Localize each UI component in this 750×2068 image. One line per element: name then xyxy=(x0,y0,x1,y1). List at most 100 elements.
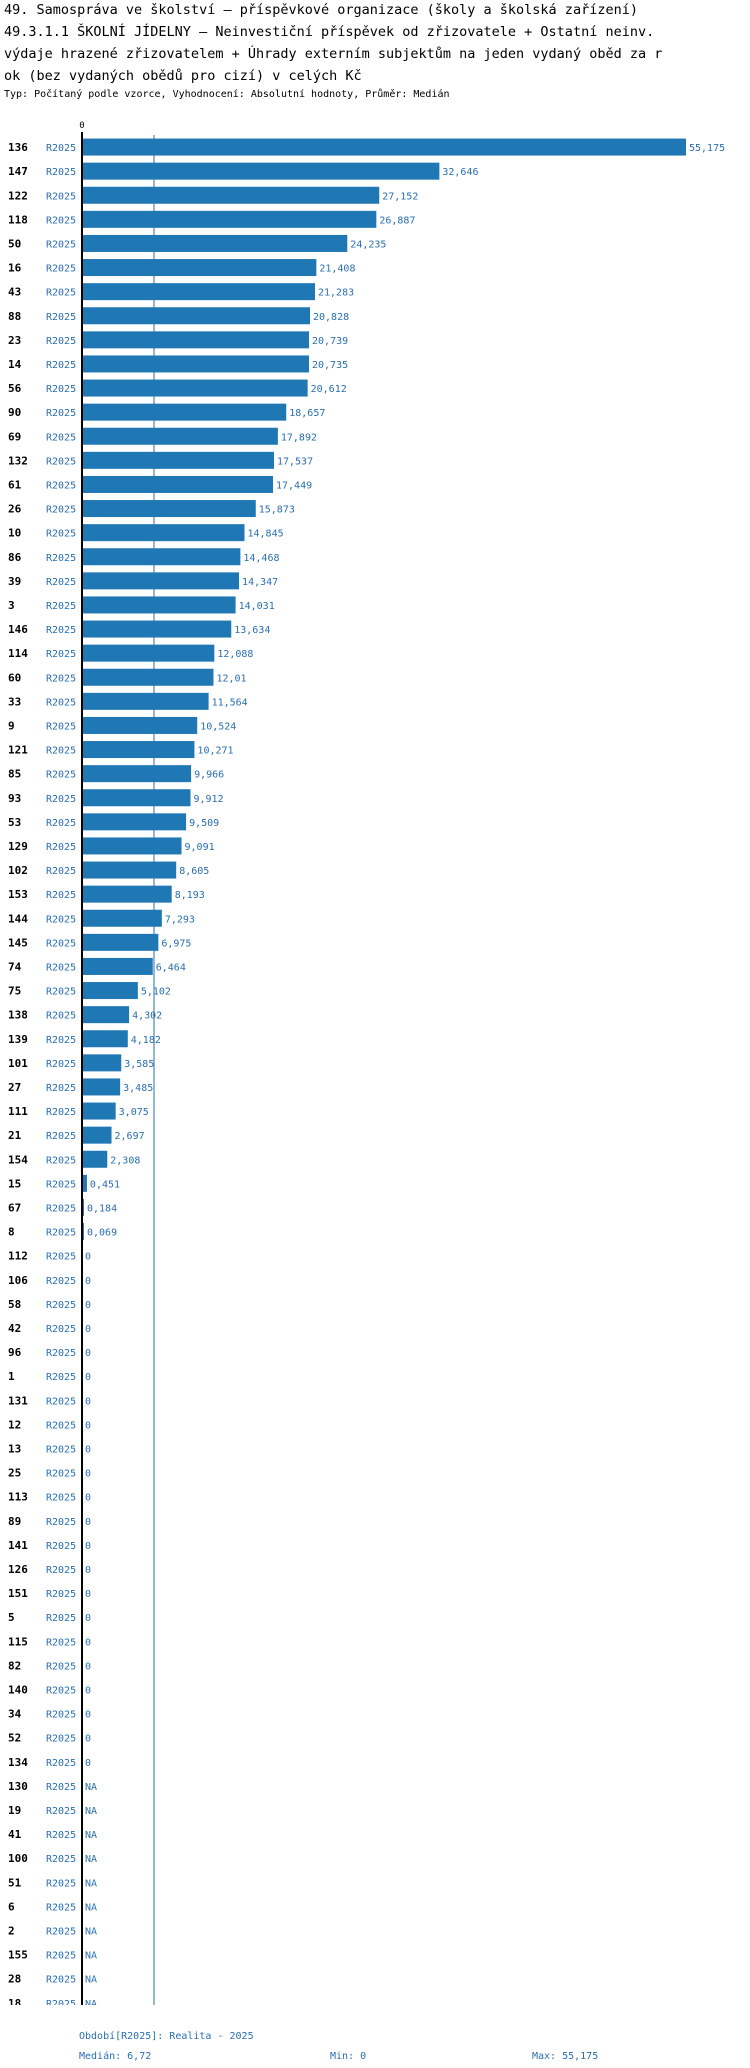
bar-value-label: 0 xyxy=(85,1372,91,1383)
bar xyxy=(82,982,138,1000)
row-id-label: 146 xyxy=(8,623,28,636)
bar-value-label: NA xyxy=(85,1999,97,2005)
bar-value-label: NA xyxy=(85,1926,97,1937)
row-series-label: R2025 xyxy=(46,1830,76,1841)
bar xyxy=(82,138,686,156)
chart-subtitle: Typ: Počítaný podle vzorce, Vyhodnocení:… xyxy=(4,89,450,100)
bar-value-label: 3,485 xyxy=(123,1083,153,1094)
row-id-label: 145 xyxy=(8,936,28,949)
row-series-label: R2025 xyxy=(46,1541,76,1552)
row-series-label: R2025 xyxy=(46,770,76,781)
row-series-label: R2025 xyxy=(46,890,76,901)
row-id-label: 139 xyxy=(8,1033,28,1046)
row-series-label: R2025 xyxy=(46,1661,76,1672)
row-id-label: 13 xyxy=(8,1442,21,1455)
row-id-label: 1 xyxy=(8,1370,15,1383)
bar-value-label: 20,735 xyxy=(312,360,348,371)
bar-value-label: 0 xyxy=(85,1734,91,1745)
bar xyxy=(82,331,310,349)
bar-value-label: 0 xyxy=(85,1324,91,1335)
row-id-label: 41 xyxy=(8,1828,22,1841)
row-series-label: R2025 xyxy=(46,1637,76,1648)
bar xyxy=(82,548,241,566)
bar-value-label: 4,182 xyxy=(131,1035,161,1046)
bar-value-label: 12,01 xyxy=(216,673,246,684)
row-id-label: 141 xyxy=(8,1539,28,1552)
bar xyxy=(82,885,172,903)
row-series-label: R2025 xyxy=(46,577,76,588)
row-series-label: R2025 xyxy=(46,842,76,853)
row-id-label: 39 xyxy=(8,575,21,588)
bar-value-label: 17,537 xyxy=(277,456,313,467)
row-id-label: 56 xyxy=(8,382,22,395)
row-id-label: 100 xyxy=(8,1852,28,1865)
row-series-label: R2025 xyxy=(46,264,76,275)
row-series-label: R2025 xyxy=(46,987,76,998)
row-series-label: R2025 xyxy=(46,529,76,540)
row-id-label: 19 xyxy=(8,1804,21,1817)
bar xyxy=(82,716,198,734)
bar xyxy=(82,451,274,469)
chart-title-line-4: ok (bez vydaných obědů pro cizí) v celýc… xyxy=(4,68,362,84)
row-id-label: 42 xyxy=(8,1322,21,1335)
row-series-label: R2025 xyxy=(46,480,76,491)
row-id-label: 43 xyxy=(8,286,21,299)
row-id-label: 74 xyxy=(8,960,22,973)
row-series-label: R2025 xyxy=(46,1493,76,1504)
row-series-label: R2025 xyxy=(46,1228,76,1239)
row-id-label: 33 xyxy=(8,695,21,708)
bar-value-label: NA xyxy=(85,1854,97,1865)
row-series-label: R2025 xyxy=(46,962,76,973)
bar xyxy=(82,1006,130,1024)
bar-value-label: 10,271 xyxy=(197,746,233,757)
row-id-label: 5 xyxy=(8,1611,15,1624)
row-id-label: 15 xyxy=(8,1177,21,1190)
bar-value-label: 20,739 xyxy=(312,336,348,347)
bar xyxy=(82,572,240,590)
bar xyxy=(82,861,177,879)
bar-value-label: 14,468 xyxy=(243,553,279,564)
bar-value-label: 12,088 xyxy=(217,649,253,660)
bar xyxy=(82,1198,85,1216)
bar-value-label: 17,892 xyxy=(281,432,317,443)
bar-value-label: 21,283 xyxy=(318,288,354,299)
bar-value-label: 0 xyxy=(85,1396,91,1407)
bar-value-label: 18,657 xyxy=(289,408,325,419)
row-series-label: R2025 xyxy=(46,1685,76,1696)
bar xyxy=(82,283,315,301)
bar-value-label: 0 xyxy=(85,1444,91,1455)
row-series-label: R2025 xyxy=(46,794,76,805)
row-id-label: 155 xyxy=(8,1949,28,1962)
bar xyxy=(82,1030,128,1048)
row-series-label: R2025 xyxy=(46,1179,76,1190)
bar-value-label: 0 xyxy=(85,1300,91,1311)
bar-value-label: 2,697 xyxy=(115,1131,145,1142)
row-id-label: 34 xyxy=(8,1708,22,1721)
row-series-label: R2025 xyxy=(46,336,76,347)
row-series-label: R2025 xyxy=(46,1902,76,1913)
row-id-label: 154 xyxy=(8,1153,28,1166)
row-id-label: 67 xyxy=(8,1201,21,1214)
row-id-label: 6 xyxy=(8,1900,15,1913)
bar-value-label: 0,069 xyxy=(87,1228,117,1239)
bar-value-label: 13,634 xyxy=(234,625,270,636)
row-series-label: R2025 xyxy=(46,1083,76,1094)
bar xyxy=(82,427,278,445)
row-series-label: R2025 xyxy=(46,1059,76,1070)
bar xyxy=(82,957,153,975)
bar xyxy=(82,620,232,638)
row-series-label: R2025 xyxy=(46,456,76,467)
row-series-label: R2025 xyxy=(46,1469,76,1480)
bar-value-label: 14,845 xyxy=(248,529,284,540)
bar-value-label: 8,193 xyxy=(175,890,205,901)
row-id-label: 28 xyxy=(8,1973,21,1986)
row-series-label: R2025 xyxy=(46,167,76,178)
row-id-label: 153 xyxy=(8,888,28,901)
row-series-label: R2025 xyxy=(46,288,76,299)
row-id-label: 129 xyxy=(8,840,28,853)
row-id-label: 51 xyxy=(8,1876,22,1889)
row-series-label: R2025 xyxy=(46,143,76,154)
bar-value-label: 2,308 xyxy=(110,1155,140,1166)
bar xyxy=(82,1078,121,1096)
row-id-label: 26 xyxy=(8,503,22,516)
